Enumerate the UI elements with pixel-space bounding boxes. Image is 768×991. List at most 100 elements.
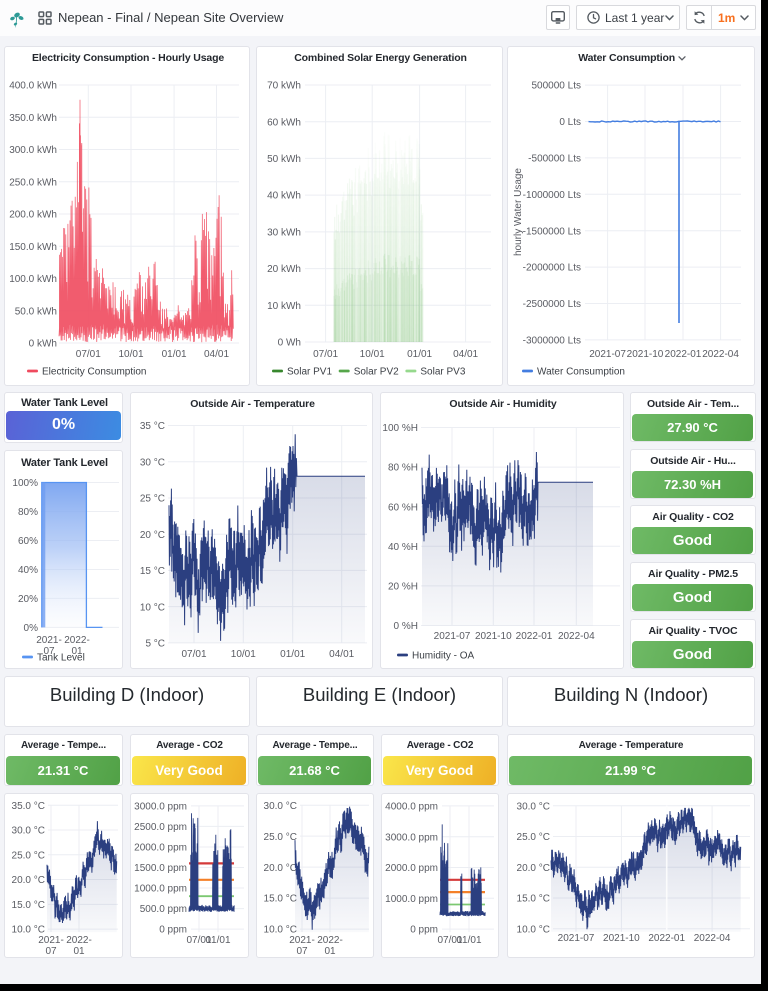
svg-text:10 kWh: 10 kWh — [267, 301, 301, 312]
svg-text:150.0 kWh: 150.0 kWh — [9, 242, 57, 253]
svg-text:10/01: 10/01 — [231, 649, 256, 660]
svg-text:500.0 ppm: 500.0 ppm — [140, 904, 187, 915]
svg-text:07/01: 07/01 — [313, 349, 338, 360]
svg-text:-1000000 Lts: -1000000 Lts — [523, 190, 581, 201]
svg-text:2022-04: 2022-04 — [702, 349, 739, 360]
svg-text:2022-01: 2022-01 — [665, 349, 702, 360]
svg-text:10.0 °C: 10.0 °C — [12, 925, 45, 936]
svg-text:07: 07 — [45, 946, 57, 957]
svg-text:3000.0 ppm: 3000.0 ppm — [134, 802, 187, 813]
svg-text:01/01: 01/01 — [456, 935, 481, 946]
svg-text:25.0 °C: 25.0 °C — [12, 850, 45, 861]
svg-text:07/01: 07/01 — [186, 935, 211, 946]
svg-text:100 %H: 100 %H — [382, 423, 418, 434]
svg-text:04/01: 04/01 — [453, 349, 478, 360]
svg-text:10/01: 10/01 — [118, 349, 143, 360]
svg-text:2021-: 2021- — [38, 935, 64, 946]
svg-text:01/01: 01/01 — [162, 349, 187, 360]
svg-text:2022-: 2022- — [66, 935, 92, 946]
svg-text:hourly Water Usage: hourly Water Usage — [513, 168, 524, 256]
svg-text:2500.0 ppm: 2500.0 ppm — [134, 822, 187, 833]
svg-text:01/01: 01/01 — [280, 649, 305, 660]
svg-text:10.0 °C: 10.0 °C — [517, 924, 550, 935]
svg-text:04/01: 04/01 — [204, 349, 229, 360]
svg-text:30 kWh: 30 kWh — [267, 227, 301, 238]
svg-text:1000.0 ppm: 1000.0 ppm — [134, 884, 187, 895]
svg-text:Humidity - OA: Humidity - OA — [412, 651, 475, 662]
svg-text:07/01: 07/01 — [76, 349, 101, 360]
svg-text:30.0 °C: 30.0 °C — [264, 801, 297, 812]
svg-text:30.0 °C: 30.0 °C — [12, 826, 45, 837]
svg-text:2021-: 2021- — [289, 935, 315, 946]
svg-text:15.0 °C: 15.0 °C — [264, 894, 297, 905]
svg-text:-2000000 Lts: -2000000 Lts — [523, 263, 581, 274]
svg-text:15 °C: 15 °C — [140, 566, 165, 577]
svg-text:100.0 kWh: 100.0 kWh — [9, 274, 57, 285]
svg-text:4000.0 ppm: 4000.0 ppm — [385, 802, 438, 813]
svg-text:07/01: 07/01 — [437, 935, 462, 946]
svg-text:01: 01 — [324, 946, 336, 957]
svg-text:2022-01: 2022-01 — [516, 631, 553, 642]
svg-text:2021-07: 2021-07 — [589, 349, 626, 360]
svg-text:10.0 °C: 10.0 °C — [264, 925, 297, 936]
svg-text:60 kWh: 60 kWh — [267, 117, 301, 128]
svg-text:30 °C: 30 °C — [140, 457, 165, 468]
svg-text:2021-07: 2021-07 — [434, 631, 471, 642]
svg-text:70 kWh: 70 kWh — [267, 81, 301, 92]
svg-text:2022-04: 2022-04 — [694, 933, 731, 944]
svg-text:07: 07 — [43, 646, 55, 657]
svg-text:-1500000 Lts: -1500000 Lts — [523, 226, 581, 237]
svg-text:25.0 °C: 25.0 °C — [517, 832, 550, 843]
svg-text:400.0 kWh: 400.0 kWh — [9, 81, 57, 92]
svg-text:350.0 kWh: 350.0 kWh — [9, 113, 57, 124]
svg-text:2021-: 2021- — [36, 635, 62, 646]
svg-text:2021-10: 2021-10 — [475, 631, 512, 642]
svg-text:300.0 kWh: 300.0 kWh — [9, 145, 57, 156]
svg-text:30.0 °C: 30.0 °C — [517, 801, 550, 812]
svg-text:20%: 20% — [18, 594, 38, 605]
svg-text:80 %H: 80 %H — [388, 463, 418, 474]
svg-text:25 °C: 25 °C — [140, 494, 165, 505]
svg-text:2022-: 2022- — [317, 935, 343, 946]
svg-text:2021-10: 2021-10 — [627, 349, 664, 360]
svg-text:01/01: 01/01 — [407, 349, 432, 360]
svg-text:07: 07 — [296, 946, 308, 957]
svg-text:35 °C: 35 °C — [140, 421, 165, 432]
svg-text:01: 01 — [73, 946, 85, 957]
svg-text:0 kWh: 0 kWh — [29, 339, 57, 350]
svg-text:40%: 40% — [18, 565, 38, 576]
svg-text:01: 01 — [71, 646, 83, 657]
svg-text:10 °C: 10 °C — [140, 602, 165, 613]
svg-text:35.0 °C: 35.0 °C — [12, 801, 45, 812]
svg-text:2022-01: 2022-01 — [648, 933, 685, 944]
svg-text:01/01: 01/01 — [205, 935, 230, 946]
svg-text:10/01: 10/01 — [360, 349, 385, 360]
svg-text:1500.0 ppm: 1500.0 ppm — [134, 863, 187, 874]
svg-text:0 Lts: 0 Lts — [559, 117, 581, 128]
svg-text:40 kWh: 40 kWh — [267, 191, 301, 202]
svg-text:0 Wh: 0 Wh — [278, 338, 301, 349]
svg-text:20 kWh: 20 kWh — [267, 264, 301, 275]
svg-text:Solar PV3: Solar PV3 — [420, 367, 465, 378]
svg-text:40 %H: 40 %H — [388, 542, 418, 553]
svg-text:50.0 kWh: 50.0 kWh — [15, 306, 57, 317]
svg-text:-500000 Lts: -500000 Lts — [528, 154, 581, 165]
svg-text:100%: 100% — [12, 478, 38, 489]
svg-text:5 °C: 5 °C — [145, 638, 165, 649]
svg-text:04/01: 04/01 — [329, 649, 354, 660]
svg-text:80%: 80% — [18, 507, 38, 518]
svg-text:Tank Level: Tank Level — [37, 653, 85, 664]
svg-text:2000.0 ppm: 2000.0 ppm — [134, 843, 187, 854]
svg-text:2022-04: 2022-04 — [558, 631, 595, 642]
svg-text:20.0 °C: 20.0 °C — [517, 863, 550, 874]
svg-text:2022-: 2022- — [64, 635, 90, 646]
svg-text:2000.0 ppm: 2000.0 ppm — [385, 863, 438, 874]
svg-text:15.0 °C: 15.0 °C — [12, 900, 45, 911]
svg-text:-3000000 Lts: -3000000 Lts — [523, 336, 581, 347]
svg-text:1000.0 ppm: 1000.0 ppm — [385, 894, 438, 905]
svg-text:0 ppm: 0 ppm — [159, 925, 187, 936]
svg-text:Solar PV1: Solar PV1 — [287, 367, 332, 378]
svg-text:Water Consumption: Water Consumption — [537, 367, 625, 378]
svg-text:250.0 kWh: 250.0 kWh — [9, 177, 57, 188]
svg-text:Electricity Consumption: Electricity Consumption — [42, 367, 146, 378]
